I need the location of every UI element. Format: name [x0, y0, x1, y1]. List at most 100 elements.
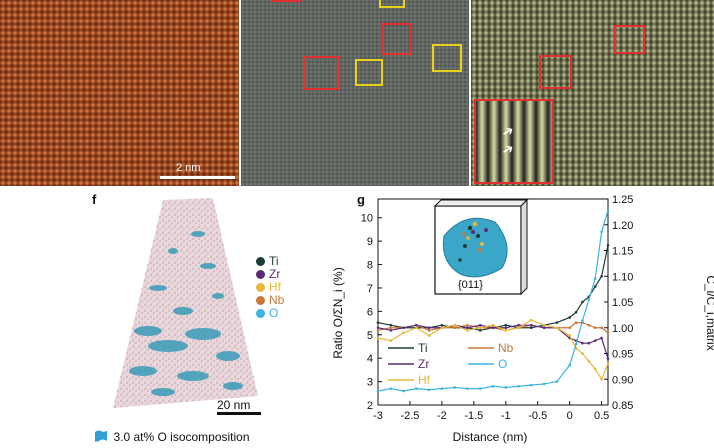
data-point-hf: [600, 377, 603, 381]
scale-bar-label: 2 nm: [176, 162, 201, 174]
legend-dot: [256, 270, 265, 279]
data-point-nb: [587, 323, 591, 327]
data-point-o: [440, 387, 444, 390]
x-tick-label: -0.5: [528, 410, 547, 422]
x-tick-label: -2: [437, 410, 447, 422]
data-point-hf: [504, 329, 508, 332]
data-point-nb: [600, 326, 603, 330]
data-point-o: [504, 386, 508, 389]
data-point-ti: [376, 321, 380, 324]
ratio-profile-chart: -3 -2.5 -2 -1.5 -1 -0.5 0 0.5 2 3 4 5 6 7 8 9 10 0.85 0.90…: [331, 194, 714, 444]
data-point-o: [427, 388, 431, 392]
y-tick-label-left: 10: [361, 213, 373, 225]
y-tick-label-left: 3: [367, 377, 373, 389]
series-line-o: [377, 210, 609, 392]
data-point-hf: [376, 336, 380, 340]
inset-label: {011}: [458, 279, 483, 291]
data-point-hf: [402, 331, 405, 335]
x-tick-label: -1.5: [464, 410, 483, 422]
legend-item-nb: Nb: [256, 293, 284, 307]
y-tick-label-left: 4: [367, 353, 373, 365]
legend-dot: [256, 309, 265, 318]
data-point-ti: [606, 244, 610, 247]
y-tick-label-right: 1.05: [612, 297, 633, 309]
data-point-ti: [478, 329, 482, 332]
series-line-zr: [377, 324, 609, 359]
y-tick-label-right: 0.85: [612, 400, 633, 412]
data-point-zr: [581, 341, 584, 345]
data-point-zr: [504, 326, 508, 330]
x-tick-label: -3: [373, 410, 383, 422]
data-point-ti: [530, 326, 533, 330]
data-point-hf: [440, 326, 444, 330]
data-point-hf: [389, 339, 393, 342]
x-tick-label: -1: [501, 410, 511, 422]
x-axis-label: Distance (nm): [453, 430, 528, 444]
data-point-nb: [376, 329, 380, 332]
legend-dot: [256, 257, 265, 266]
data-point-zr: [606, 357, 610, 360]
data-point-nb: [568, 326, 571, 330]
data-point-hf: [542, 323, 546, 327]
data-point-zr: [593, 339, 597, 342]
atom-probe-reconstruction: [113, 198, 258, 408]
legend-label-zr: Zr: [418, 357, 429, 371]
y-tick-label-right: 1.20: [612, 220, 633, 232]
x-tick-label: 0: [567, 410, 573, 422]
y-tick-label-right: 0.90: [612, 374, 633, 386]
data-point-hf: [491, 323, 495, 327]
data-point-o: [581, 319, 584, 323]
legend-item-ti: Ti: [256, 254, 279, 268]
arrow-icon: ➔: [498, 139, 517, 159]
data-point-hf: [593, 367, 597, 371]
highlight-box: [381, 23, 412, 55]
data-point-hf: [453, 323, 456, 327]
series-line-hf: [377, 319, 609, 381]
data-point-nb: [593, 326, 597, 330]
y-axis-label-right: C_i/C_i,matrix: [704, 275, 714, 350]
data-point-o: [491, 384, 495, 388]
lattice-overlay: [0, 0, 239, 186]
y-tick-label-right: 1.00: [612, 323, 633, 335]
legend-item-zr: Zr: [256, 267, 280, 281]
highlight-box: [304, 56, 339, 90]
data-point-hf: [517, 326, 520, 330]
data-point-zr: [587, 341, 591, 345]
x-tick-label: 0.5: [594, 410, 609, 422]
data-point-zr: [376, 326, 380, 330]
data-point-ti: [504, 323, 508, 327]
data-point-nb: [606, 331, 610, 335]
data-point-o: [593, 277, 597, 280]
data-point-o: [530, 383, 533, 387]
y-tick-label-left: 7: [367, 283, 373, 295]
data-point-o: [389, 387, 393, 390]
data-point-zr: [530, 323, 533, 327]
data-point-nb: [427, 329, 431, 332]
highlight-box: [271, 0, 301, 2]
y-tick-label-right: 1.25: [612, 194, 633, 206]
y-tick-label-right: 0.95: [612, 349, 633, 361]
data-point-zr: [517, 323, 520, 327]
data-point-hf: [568, 334, 571, 337]
data-point-nb: [574, 321, 578, 324]
isosurface-icon: [95, 430, 107, 442]
data-point-o: [587, 298, 591, 301]
data-point-hf: [587, 359, 591, 363]
legend-label-nb: Nb: [498, 341, 514, 355]
data-point-zr: [600, 336, 603, 340]
data-point-ti: [574, 311, 578, 314]
data-point-hf: [427, 334, 431, 337]
data-point-o: [574, 342, 578, 346]
data-point-o: [517, 384, 520, 388]
data-point-zr: [389, 329, 393, 332]
y-tick-label-left: 9: [367, 236, 373, 248]
data-point-ti: [555, 321, 559, 324]
panel-letter-f: f: [92, 192, 97, 207]
data-point-hf: [530, 318, 533, 322]
legend-dot: [256, 283, 265, 292]
scale-bar: [217, 412, 261, 415]
data-point-hf: [581, 352, 584, 355]
scale-bar: [160, 176, 235, 179]
data-point-zr: [415, 323, 418, 327]
data-point-o: [568, 363, 571, 367]
